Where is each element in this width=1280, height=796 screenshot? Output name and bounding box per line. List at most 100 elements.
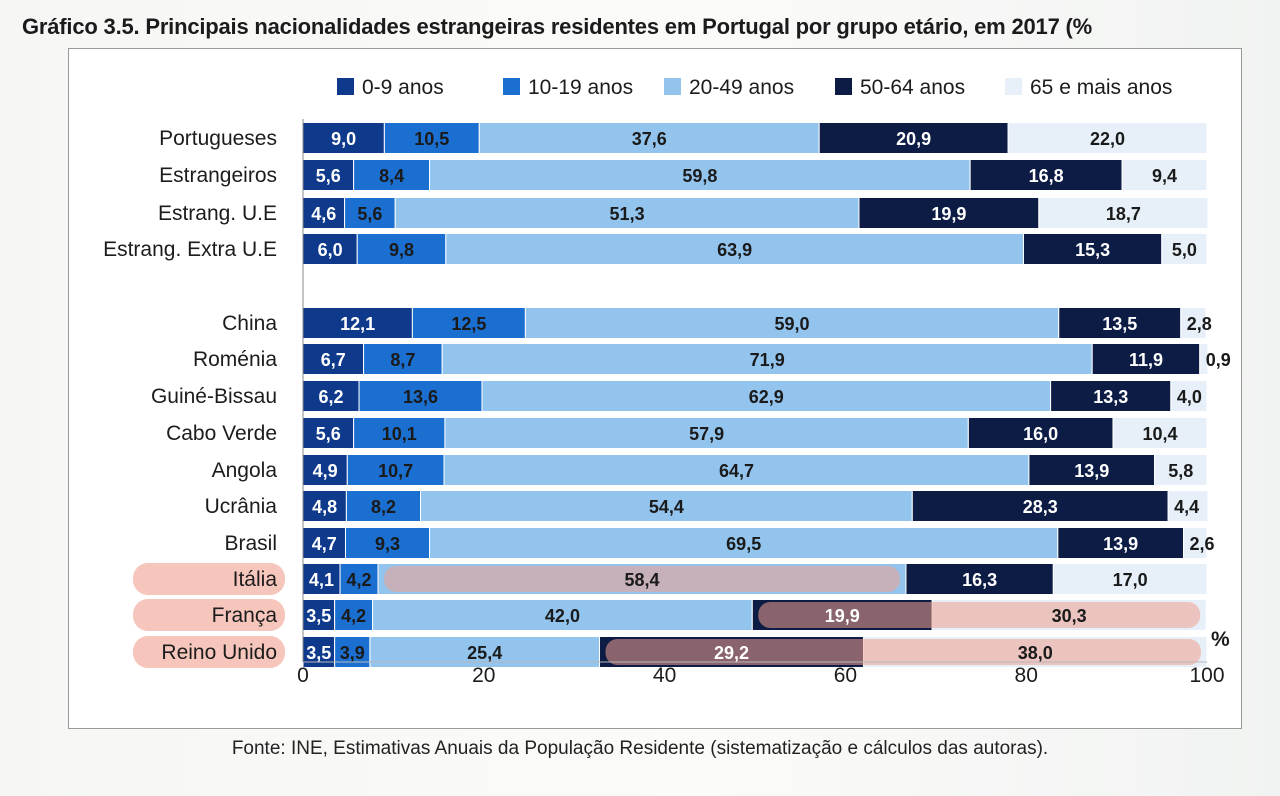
value-label-angola-20-49-anos: 64,7	[719, 461, 754, 481]
unit-label: %	[1211, 628, 1230, 651]
value-label-romenia-0-9-anos: 6,7	[321, 350, 346, 370]
value-label-brasil-20-49-anos: 69,5	[726, 534, 761, 554]
x-tick-label-40: 40	[653, 664, 676, 687]
bar-segment-china-20-49-anos	[524, 307, 1060, 339]
value-label-cabo-verde-10-19-anos: 10,1	[382, 424, 417, 444]
value-label-portugueses-65-e-mais-anos: 22,0	[1090, 129, 1125, 149]
x-tick-label-100: 100	[1189, 664, 1224, 687]
value-label-china-50-64-anos: 13,5	[1102, 314, 1137, 334]
value-label-portugueses-20-49-anos: 37,6	[632, 129, 667, 149]
value-label-guine-bissau-0-9-anos: 6,2	[319, 387, 344, 407]
value-label-reino-unido-50-64-anos: 29,2	[714, 643, 749, 663]
bar-segment-angola-65-e-mais-anos	[1154, 454, 1208, 486]
chart-title: Gráfico 3.5. Principais nacionalidades e…	[22, 14, 1093, 39]
value-label-angola-50-64-anos: 13,9	[1074, 461, 1109, 481]
category-label-estrang-u-e: Estrang. U.E	[158, 202, 277, 225]
category-label-ucrania: Ucrânia	[205, 495, 278, 518]
value-label-estrangeiros-10-19-anos: 8,4	[379, 166, 404, 186]
value-label-ucrania-10-19-anos: 8,2	[371, 497, 396, 517]
category-label-cabo-verde: Cabo Verde	[166, 422, 277, 445]
bar-segment-guine-bissau-20-49-anos	[481, 380, 1052, 412]
value-label-franca-10-19-anos: 4,2	[341, 606, 366, 626]
bar-segment-ucrania-0-9-anos	[302, 490, 347, 522]
value-label-estrangeiros-65-e-mais-anos: 9,4	[1152, 166, 1177, 186]
value-label-estrang-extra-u-e-50-64-anos: 15,3	[1075, 240, 1110, 260]
bar-segment-china-65-e-mais-anos	[1180, 307, 1207, 339]
category-label-portugueses: Portugueses	[159, 127, 277, 150]
bar-segment-estrang-u-e-65-e-mais-anos	[1038, 197, 1209, 229]
bar-segment-estrang-u-e-0-9-anos	[302, 197, 346, 229]
bar-segment-cabo-verde-50-64-anos	[967, 417, 1114, 449]
segment-highlight-italia	[384, 566, 900, 592]
bar-segment-brasil-10-19-anos	[344, 527, 431, 559]
value-label-brasil-50-64-anos: 13,9	[1103, 534, 1138, 554]
bar-segment-estrangeiros-65-e-mais-anos	[1121, 159, 1208, 191]
bar-segment-estrang-extra-u-e-50-64-anos	[1022, 233, 1163, 265]
x-tick-label-20: 20	[472, 664, 495, 687]
value-label-ucrania-20-49-anos: 54,4	[649, 497, 684, 517]
value-label-guine-bissau-50-64-anos: 13,3	[1093, 387, 1128, 407]
bar-segment-brasil-20-49-anos	[429, 527, 1059, 559]
value-label-estrang-extra-u-e-0-9-anos: 6,0	[318, 240, 343, 260]
legend-label: 65 e mais anos	[1030, 76, 1172, 99]
value-label-ucrania-0-9-anos: 4,8	[312, 497, 337, 517]
value-label-estrang-u-e-65-e-mais-anos: 18,7	[1106, 204, 1141, 224]
bar-segment-portugueses-65-e-mais-anos	[1007, 122, 1208, 154]
bar-segment-cabo-verde-20-49-anos	[444, 417, 969, 449]
legend-label: 10-19 anos	[528, 76, 633, 99]
value-label-guine-bissau-10-19-anos: 13,6	[403, 387, 438, 407]
value-label-romenia-10-19-anos: 8,7	[390, 350, 415, 370]
value-label-ucrania-65-e-mais-anos: 4,4	[1174, 497, 1199, 517]
value-label-romenia-50-64-anos: 11,9	[1129, 350, 1163, 370]
value-label-estrang-extra-u-e-65-e-mais-anos: 5,0	[1172, 240, 1197, 260]
legend-item-0-9-anos: 0-9 anos	[337, 76, 444, 99]
bar-segment-romenia-20-49-anos	[441, 343, 1093, 375]
stacked-bar-chart: 0-9 anos 10-19 anos 20-49 anos 50-64 anos 65…	[103, 76, 1231, 687]
bar-segment-china-50-64-anos	[1058, 307, 1182, 339]
value-label-italia-50-64-anos: 16,3	[962, 570, 997, 590]
bar-segment-romenia-10-19-anos	[363, 343, 443, 375]
category-label-reino-unido: Reino Unido	[161, 641, 277, 664]
bar-segment-cabo-verde-65-e-mais-anos	[1112, 417, 1208, 449]
value-label-franca-0-9-anos: 3,5	[306, 606, 331, 626]
value-label-ucrania-50-64-anos: 28,3	[1023, 497, 1058, 517]
value-label-reino-unido-10-19-anos: 3,9	[340, 643, 365, 663]
value-label-estrang-u-e-10-19-anos: 5,6	[357, 204, 382, 224]
bar-segment-cabo-verde-10-19-anos	[353, 417, 446, 449]
bar-segment-estrangeiros-10-19-anos	[353, 159, 431, 191]
value-label-cabo-verde-65-e-mais-anos: 10,4	[1142, 424, 1177, 444]
category-highlight-franca	[133, 599, 285, 631]
bar-segment-brasil-50-64-anos	[1057, 527, 1184, 559]
bar-segment-estrang-extra-u-e-65-e-mais-anos	[1161, 233, 1208, 265]
category-label-romenia: Roménia	[193, 348, 277, 371]
bar-segment-italia-0-9-anos	[302, 563, 341, 595]
bar-segment-angola-20-49-anos	[443, 454, 1030, 486]
value-label-china-20-49-anos: 59,0	[775, 314, 810, 334]
value-label-angola-65-e-mais-anos: 5,8	[1168, 461, 1193, 481]
bar-segment-guine-bissau-50-64-anos	[1050, 380, 1172, 412]
value-label-romenia-20-49-anos: 71,9	[750, 350, 785, 370]
category-highlight-reino-unido	[133, 636, 285, 668]
value-label-romenia-65-e-mais-anos: 0,9	[1206, 350, 1231, 370]
value-label-china-0-9-anos: 12,1	[340, 314, 375, 334]
x-tick-label-60: 60	[834, 664, 857, 687]
legend-item-10-19-anos: 10-19 anos	[503, 76, 633, 99]
value-label-cabo-verde-0-9-anos: 5,6	[316, 424, 341, 444]
value-label-portugueses-10-19-anos: 10,5	[414, 129, 449, 149]
value-label-reino-unido-65-e-mais-anos: 38,0	[1018, 643, 1053, 663]
bar-segment-estrang-extra-u-e-10-19-anos	[356, 233, 447, 265]
category-label-estrangeiros: Estrangeiros	[159, 164, 277, 187]
bar-segment-ucrania-50-64-anos	[911, 490, 1169, 522]
bar-segment-portugueses-10-19-anos	[383, 122, 480, 154]
value-label-portugueses-50-64-anos: 20,9	[896, 129, 931, 149]
value-label-estrang-extra-u-e-20-49-anos: 63,9	[717, 240, 752, 260]
bar-segment-guine-bissau-65-e-mais-anos	[1170, 380, 1208, 412]
legend-swatch	[1005, 78, 1022, 95]
category-label-italia: Itália	[233, 568, 278, 591]
segment-highlight-reino-unido	[605, 639, 1201, 665]
category-label-angola: Angola	[212, 459, 278, 482]
x-tick-label-80: 80	[1015, 664, 1038, 687]
legend-item-50-64-anos: 50-64 anos	[835, 76, 965, 99]
bar-segment-angola-50-64-anos	[1028, 454, 1156, 486]
